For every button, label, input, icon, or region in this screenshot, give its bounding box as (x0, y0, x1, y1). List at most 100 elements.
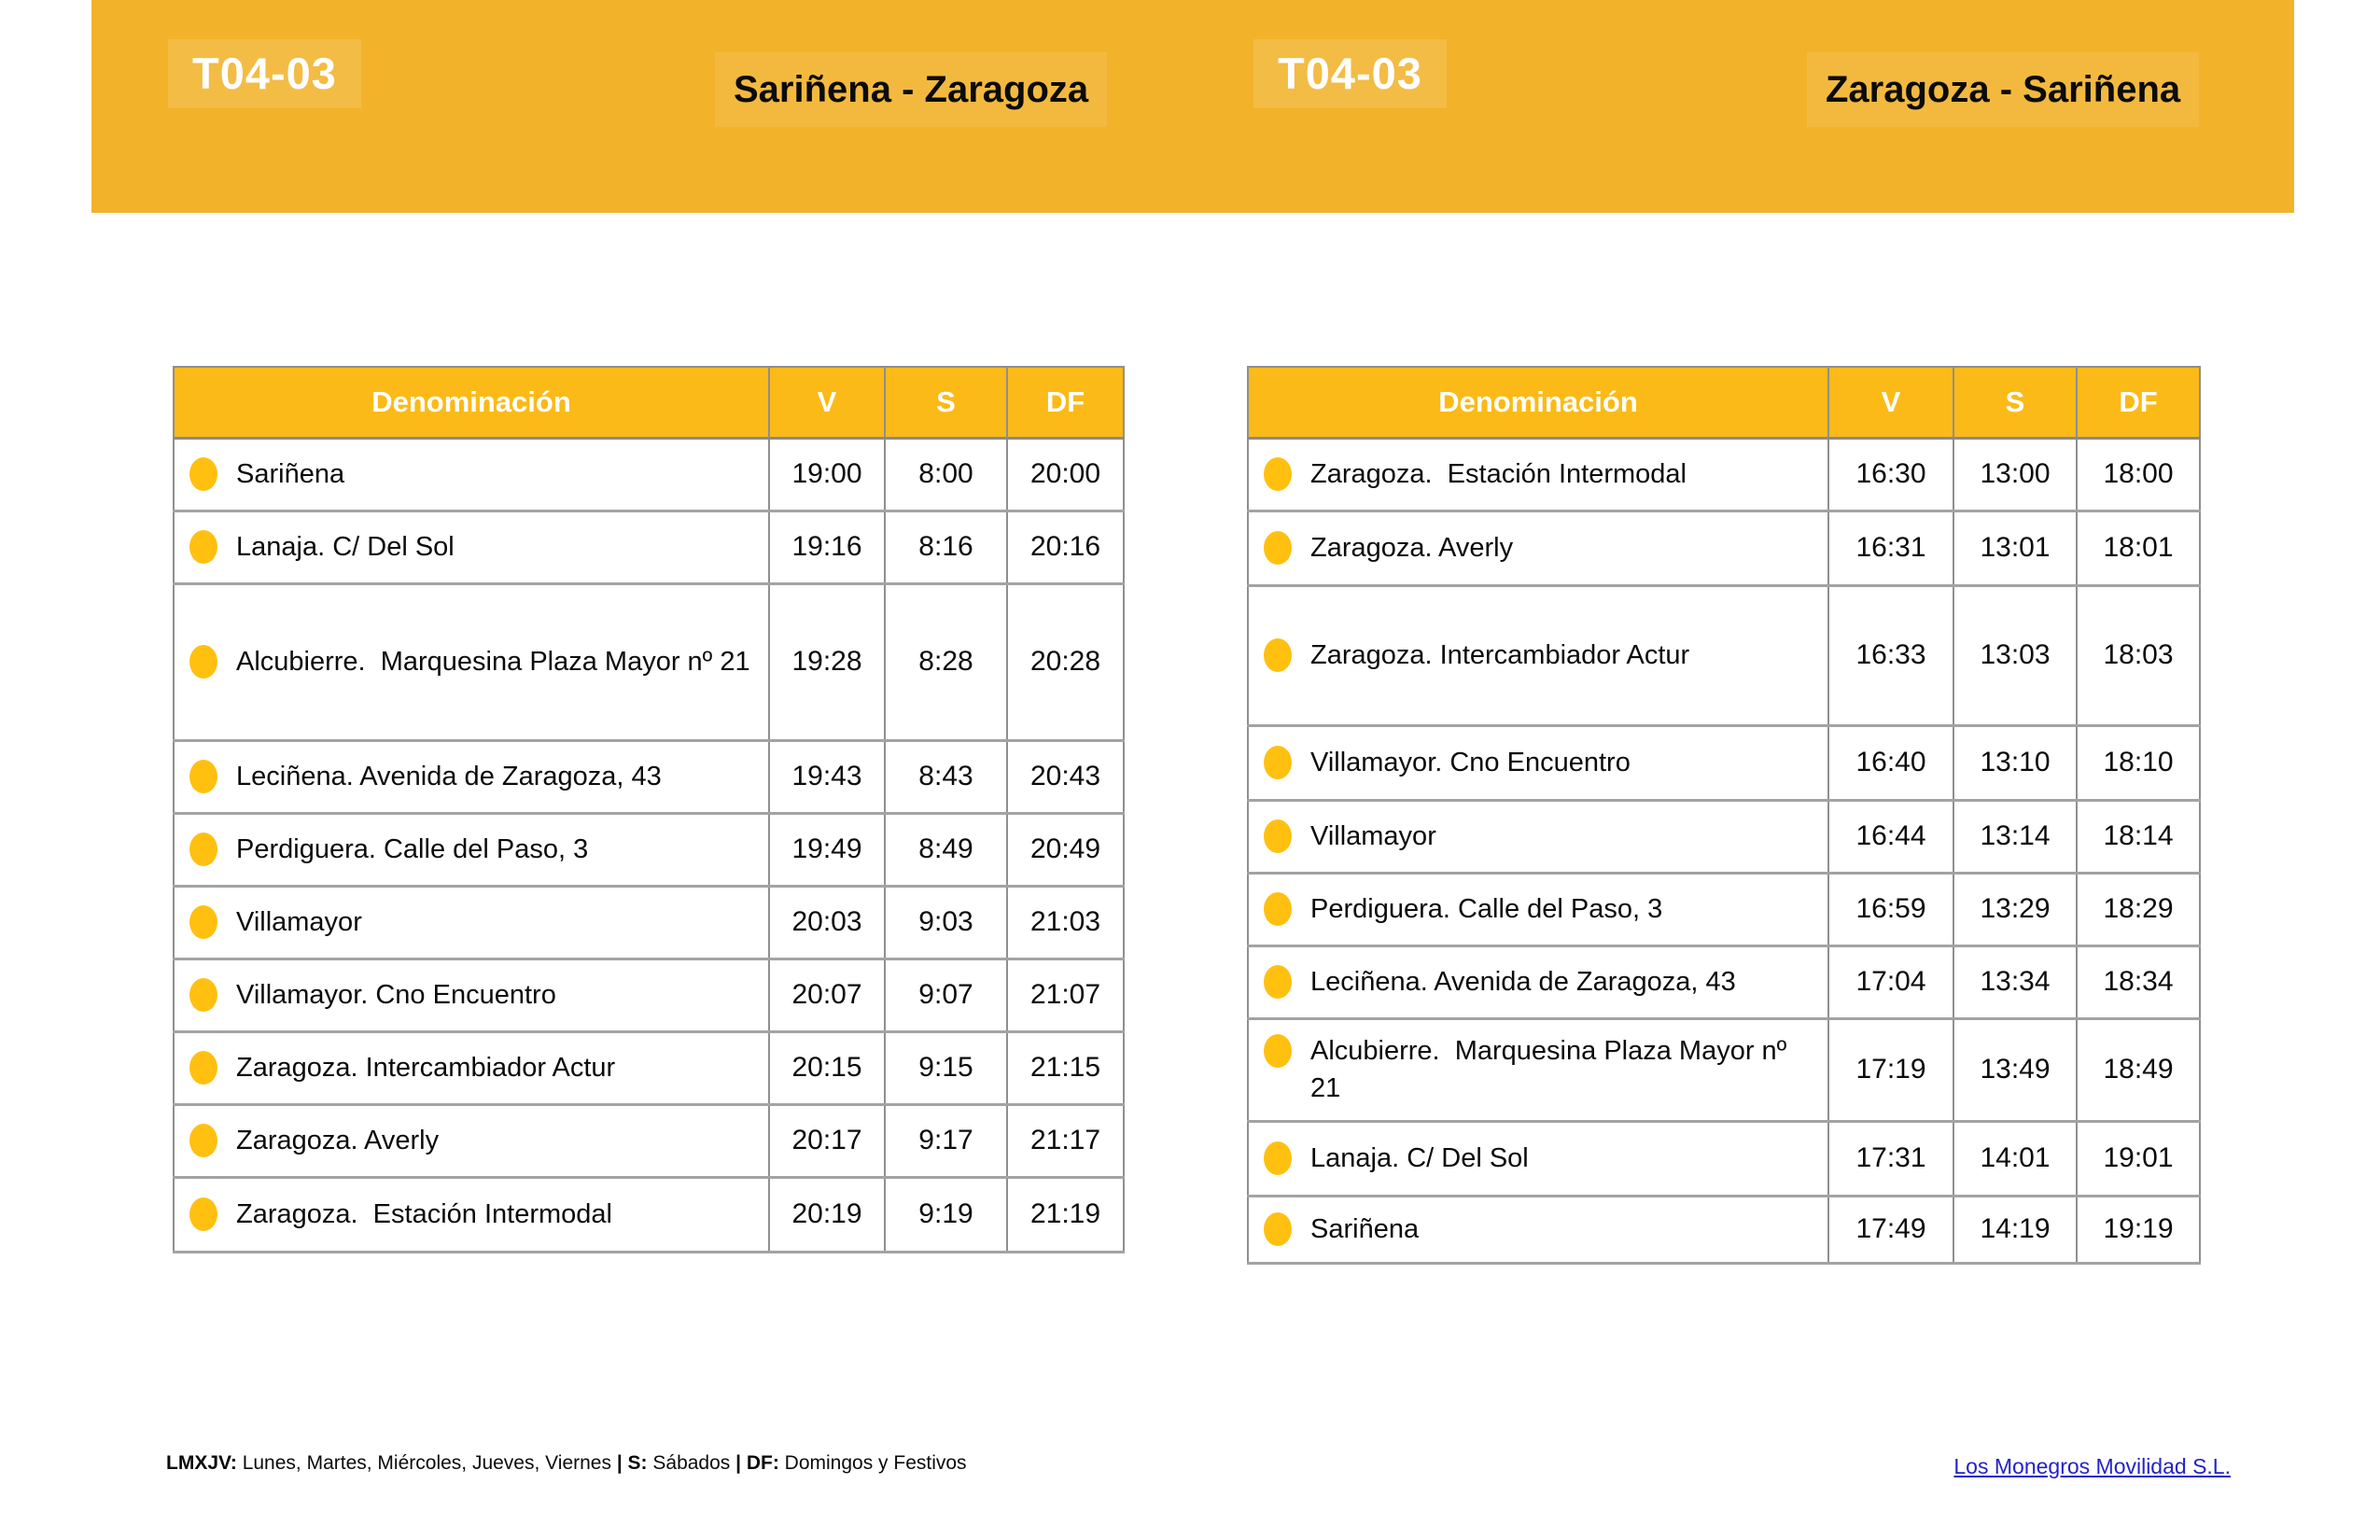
time-cell-s: 14:01 (1953, 1119, 2078, 1197)
stop-name: Perdiguera. Calle del Paso, 3 (236, 834, 589, 864)
time-cell-s: 9:17 (884, 1102, 1008, 1179)
stop-cell: Leciñena. Avenida de Zaragoza, 43 (1247, 944, 1829, 1020)
stop-bullet-icon (1264, 1141, 1292, 1175)
time-cell-df: 20:16 (1006, 509, 1125, 585)
stop-cell: Alcubierre. Marquesina Plaza Mayor nº 21 (1247, 1016, 1829, 1123)
time-cell-s: 9:15 (884, 1029, 1008, 1106)
time-cell-df: 21:03 (1006, 884, 1125, 960)
stop-bullet-icon (189, 760, 217, 793)
stop-name: Sariñena (236, 459, 345, 489)
stop-cell: Alcubierre. Marquesina Plaza Mayor nº 21 (173, 581, 770, 742)
route-title-left: Sariñena - Zaragoza (715, 52, 1108, 127)
stop-cell: Villamayor (1247, 798, 1829, 875)
time-cell-df: 21:19 (1006, 1175, 1125, 1253)
time-cell-df: 18:00 (2076, 436, 2201, 512)
time-cell-s: 8:49 (884, 811, 1008, 888)
legend-key: LMXJV: (166, 1452, 237, 1474)
time-cell-v: 19:49 (768, 811, 886, 888)
time-cell-v: 17:31 (1827, 1119, 1954, 1197)
time-cell-s: 13:29 (1953, 871, 2078, 947)
stop-name: Zaragoza. Intercambiador Actur (1310, 640, 1690, 670)
operator-link[interactable]: Los Monegros Movilidad S.L. (1953, 1454, 2231, 1478)
time-cell-df: 19:19 (2076, 1194, 2201, 1265)
stop-bullet-icon (189, 833, 217, 866)
col-header-v: V (768, 366, 886, 440)
time-cell-s: 13:34 (1953, 944, 2078, 1020)
legend-value: Domingos y Festivos (778, 1452, 967, 1474)
time-cell-df: 18:03 (2076, 583, 2201, 727)
legend-footer: LMXJV: Lunes, Martes, Miércoles, Jueves,… (166, 1452, 967, 1475)
time-cell-s: 13:00 (1953, 436, 2078, 512)
time-cell-v: 17:49 (1827, 1194, 1954, 1265)
time-cell-s: 8:28 (884, 581, 1008, 742)
time-cell-s: 8:00 (884, 436, 1008, 512)
time-cell-df: 18:01 (2076, 509, 2201, 587)
time-cell-s: 14:19 (1953, 1194, 2078, 1265)
stop-bullet-icon (1264, 892, 1292, 926)
time-cell-v: 16:59 (1827, 871, 1954, 947)
col-header-denominacion: Denominación (1247, 366, 1829, 440)
table-row: Perdiguera. Calle del Paso, 3 19:49 8:49 20… (173, 811, 1125, 888)
time-cell-df: 20:43 (1006, 738, 1125, 815)
stop-name: Villamayor (236, 907, 362, 937)
stop-name: Leciñena. Avenida de Zaragoza, 43 (1310, 967, 1736, 997)
header-row: Denominación V S DF (173, 366, 1125, 440)
stop-cell: Lanaja. C/ Del Sol (173, 509, 770, 585)
timetable-return: Denominación V S DF Zaragoza. Estación Inter… (1247, 366, 2201, 1265)
stop-cell: Lanaja. C/ Del Sol (1247, 1119, 1829, 1197)
stop-bullet-icon (189, 645, 217, 679)
table-row: Villamayor. Cno Encuentro 16:40 13:10 18:10 (1247, 723, 2201, 802)
time-cell-df: 19:01 (2076, 1119, 2201, 1197)
stop-cell: Perdiguera. Calle del Paso, 3 (173, 811, 770, 888)
stop-name: Zaragoza. Estación Intermodal (1310, 459, 1687, 489)
stop-bullet-icon (1264, 638, 1292, 672)
header-row: Denominación V S DF (1247, 366, 2201, 440)
table-row: Villamayor 20:03 9:03 21:03 (173, 884, 1125, 960)
stop-cell: Sariñena (1247, 1194, 1829, 1265)
time-cell-df: 18:14 (2076, 798, 2201, 875)
time-cell-v: 20:15 (768, 1029, 886, 1106)
stop-cell: Zaragoza. Estación Intermodal (1247, 436, 1829, 512)
stop-cell: Villamayor. Cno Encuentro (1247, 723, 1829, 802)
table-row: Zaragoza. Intercambiador Actur 20:15 9:15 2… (173, 1029, 1125, 1106)
col-header-s: S (884, 366, 1008, 440)
stop-bullet-icon (189, 457, 217, 491)
stop-cell: Villamayor. Cno Encuentro (173, 957, 770, 1033)
time-cell-df: 18:10 (2076, 723, 2201, 802)
timetable-outbound: Denominación V S DF Sariñena 19:00 8:00 20:00 La… (173, 366, 1125, 1253)
stop-bullet-icon (1264, 819, 1292, 853)
stop-cell: Sariñena (173, 436, 770, 512)
table-row: Zaragoza. Intercambiador Actur 16:33 13:03… (1247, 583, 2201, 727)
table-row: Zaragoza. Averly 16:31 13:01 18:01 (1247, 509, 2201, 587)
time-cell-v: 16:31 (1827, 509, 1954, 587)
stop-bullet-icon (1264, 1212, 1292, 1246)
table-row: Zaragoza. Estación Intermodal 20:19 9:19 21… (173, 1175, 1125, 1253)
time-cell-v: 20:03 (768, 884, 886, 960)
route-code-left: T04-03 (168, 39, 361, 108)
time-cell-df: 21:07 (1006, 957, 1125, 1033)
stop-cell: Zaragoza. Intercambiador Actur (173, 1029, 770, 1106)
stop-cell: Zaragoza. Averly (173, 1102, 770, 1179)
stop-cell: Zaragoza. Estación Intermodal (173, 1175, 770, 1253)
time-cell-v: 19:00 (768, 436, 886, 512)
time-cell-v: 16:44 (1827, 798, 1954, 875)
stop-bullet-icon (189, 1051, 217, 1085)
stop-name: Zaragoza. Averly (236, 1126, 440, 1155)
time-cell-s: 9:03 (884, 884, 1008, 960)
stop-bullet-icon (189, 1197, 217, 1231)
stop-bullet-icon (1264, 531, 1292, 565)
time-cell-v: 19:16 (768, 509, 886, 585)
table-row: Zaragoza. Averly 20:17 9:17 21:17 (173, 1102, 1125, 1179)
time-cell-s: 8:16 (884, 509, 1008, 585)
time-cell-v: 16:30 (1827, 436, 1954, 512)
timetable-grid: Denominación V S DF Zaragoza. Estación Inter… (1247, 366, 2201, 1265)
time-cell-s: 9:19 (884, 1175, 1008, 1253)
time-cell-s: 13:14 (1953, 798, 2078, 875)
stop-name: Leciñena. Avenida de Zaragoza, 43 (236, 762, 662, 791)
time-cell-s: 13:03 (1953, 583, 2078, 727)
table-row: Leciñena. Avenida de Zaragoza, 43 19:43 8:… (173, 738, 1125, 815)
table-row: Lanaja. C/ Del Sol 19:16 8:16 20:16 (173, 509, 1125, 585)
time-cell-df: 21:17 (1006, 1102, 1125, 1179)
time-cell-v: 20:17 (768, 1102, 886, 1179)
